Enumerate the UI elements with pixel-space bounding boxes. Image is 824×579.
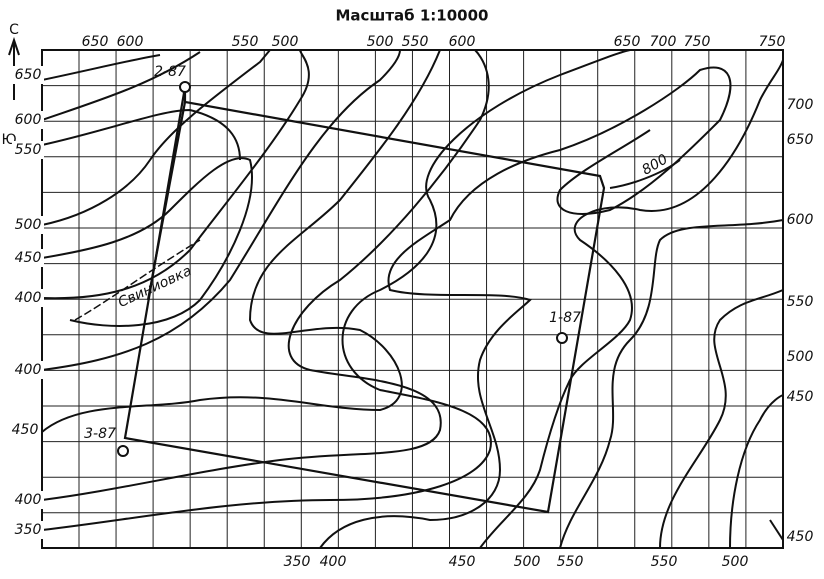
well: [179, 81, 191, 93]
contour: [41, 49, 310, 300]
contour-label: 400: [15, 492, 42, 508]
label-bg: [784, 293, 816, 311]
contour-label: 500: [787, 349, 814, 365]
contour: [41, 54, 161, 81]
label-bg: [12, 249, 44, 267]
river-line: [74, 239, 201, 321]
label-bg: [12, 361, 44, 379]
contour-label: 600: [449, 34, 476, 50]
contours: [41, 49, 784, 549]
contour: [659, 289, 784, 549]
contour: [769, 519, 784, 541]
label-bg: [12, 216, 44, 234]
contour-label: 750: [759, 34, 786, 50]
contour: [41, 49, 441, 433]
contour-label: 450: [787, 389, 814, 405]
contour-label: 450: [12, 422, 39, 438]
well: [117, 445, 129, 457]
contour-label: 500: [272, 34, 299, 50]
contour-label: 650: [614, 34, 641, 50]
contour-label: 500: [514, 554, 541, 570]
contour-label: 450: [15, 250, 42, 266]
well-markers: [117, 81, 568, 457]
well-label: 2-87: [154, 64, 186, 80]
contour: [41, 157, 253, 327]
contour: [41, 49, 401, 371]
label-bg: [12, 66, 44, 84]
label-bg: [12, 491, 44, 509]
well-label: 1-87: [549, 310, 581, 326]
contour-label: 750: [684, 34, 711, 50]
contour-label: 400: [15, 362, 42, 378]
label-bg: [784, 388, 816, 406]
label-bg: [12, 521, 44, 539]
well: [556, 332, 568, 344]
label-bg: [784, 348, 816, 366]
contour-label: 550: [651, 554, 678, 570]
contour: [319, 66, 732, 549]
survey-line: [146, 101, 187, 301]
label-bg: [784, 131, 816, 149]
contour-label: 550: [787, 294, 814, 310]
contour-label: 350: [284, 554, 311, 570]
contour-label: 450: [787, 529, 814, 545]
contour-label: 650: [787, 132, 814, 148]
contour: [479, 59, 784, 549]
grid: [42, 50, 784, 548]
label-bg: [784, 96, 816, 114]
contour: [41, 51, 201, 121]
contour-label: 550: [557, 554, 584, 570]
contour-label: 500: [15, 217, 42, 233]
map-title: Масштаб 1:10000: [335, 7, 488, 25]
contour-label: 400: [15, 290, 42, 306]
contour-label: 550: [15, 142, 42, 158]
label-bg: [12, 111, 44, 129]
contour-label: 450: [449, 554, 476, 570]
contour-label: 400: [320, 554, 347, 570]
contour-label: 350: [15, 522, 42, 538]
contour: [41, 49, 271, 226]
label-bg: [12, 141, 44, 159]
contour: [559, 219, 784, 549]
contour-label: 700: [650, 34, 677, 50]
well-label: 3-87: [84, 426, 116, 442]
contour-label: 600: [787, 212, 814, 228]
contour-label: 550: [402, 34, 429, 50]
contour: [41, 49, 631, 531]
contour-label: 500: [722, 554, 749, 570]
label-bg: [9, 421, 41, 439]
contour-label: 650: [82, 34, 109, 50]
label-bg: [784, 211, 816, 229]
contour-label: 650: [15, 67, 42, 83]
contour: [609, 159, 681, 189]
contour: [729, 394, 784, 549]
contour-label: 700: [787, 97, 814, 113]
contour-label: 550: [232, 34, 259, 50]
contour-label: 600: [15, 112, 42, 128]
contour-label: 600: [117, 34, 144, 50]
north-label: С: [9, 22, 19, 38]
contour: [41, 108, 241, 161]
contour-label: 500: [367, 34, 394, 50]
label-bg: [12, 289, 44, 307]
